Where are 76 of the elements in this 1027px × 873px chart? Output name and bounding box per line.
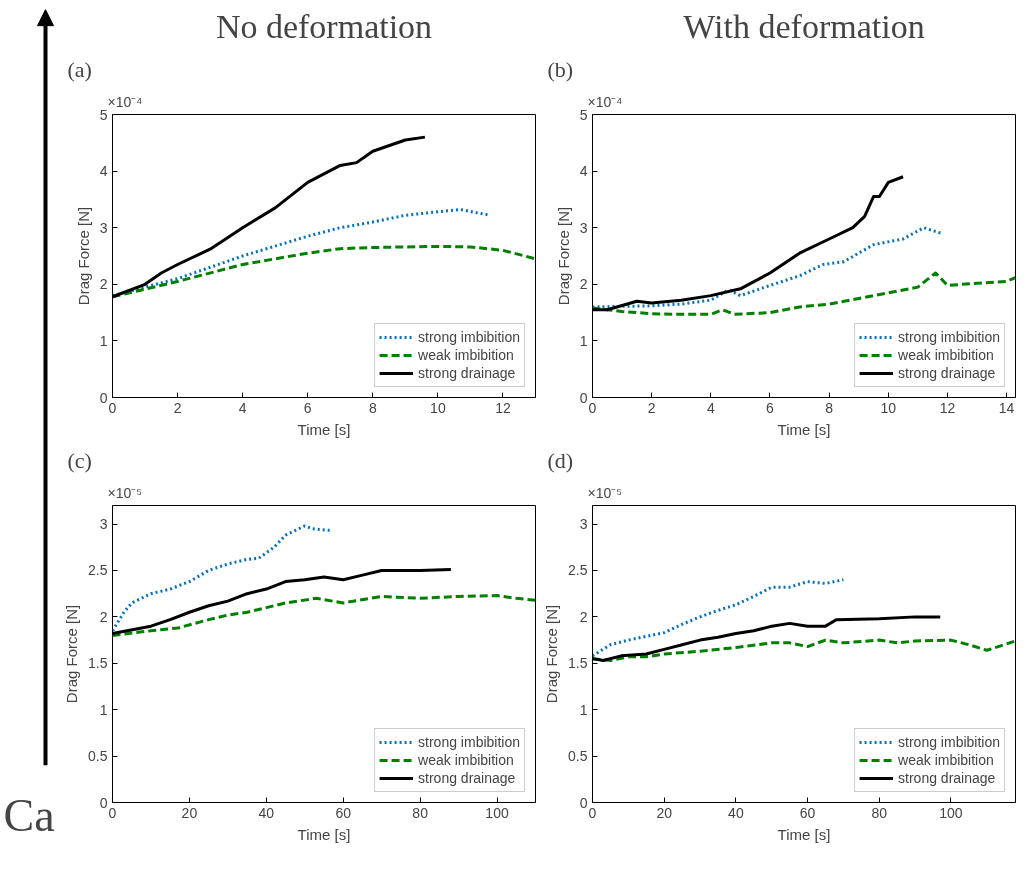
x-tick-label: 80 <box>871 804 888 821</box>
y-axis-title: Drag Force [N] <box>63 604 81 704</box>
x-axis-title: Time [s] <box>297 825 351 843</box>
y-tick-label: 5 <box>579 106 588 123</box>
text: Ca <box>3 789 55 841</box>
text: (a) <box>67 56 92 82</box>
x-tick-label: 40 <box>728 804 744 821</box>
text: (c) <box>67 447 92 473</box>
chart-title: No deformation <box>215 7 433 45</box>
x-tick-label: 2 <box>173 399 182 416</box>
text: ×10⁻⁵ <box>107 484 143 501</box>
y-tick-label: 1 <box>99 701 108 718</box>
y-tick-label: 3 <box>99 516 108 533</box>
y-tick-label: 0.5 <box>568 748 588 765</box>
legend-label: weak imbibition <box>898 751 994 769</box>
x-tick-label: 60 <box>799 804 816 821</box>
x-axis-title: Time [s] <box>777 420 831 438</box>
x-tick-label: 14 <box>998 399 1015 416</box>
legend-label: strong drainage <box>418 769 516 787</box>
y-tick-label: 2 <box>99 608 108 625</box>
legend-label: strong imbibition <box>418 733 520 751</box>
legend-label: strong imbibition <box>898 733 1000 751</box>
y-axis-title: Drag Force [N] <box>74 206 92 306</box>
y-axis-title: Drag Force [N] <box>554 206 572 306</box>
y-tick-label: 1 <box>579 701 588 718</box>
x-axis-title: Time [s] <box>297 420 351 438</box>
chart-title: With deformation <box>683 7 925 45</box>
y-axis-title: Drag Force [N] <box>543 604 561 704</box>
x-tick-label: 10 <box>430 399 446 416</box>
x-tick-label: 8 <box>825 399 834 416</box>
y-tick-label: 1.5 <box>88 655 108 672</box>
x-tick-label: 8 <box>368 399 377 416</box>
x-tick-label: 6 <box>766 399 775 416</box>
y-tick-label: 1 <box>579 332 588 349</box>
x-tick-label: 60 <box>335 804 352 821</box>
text: ×10⁻⁵ <box>587 484 623 501</box>
legend-label: weak imbibition <box>418 751 514 769</box>
y-tick-label: 3 <box>99 219 108 236</box>
x-tick-label: 10 <box>880 399 897 416</box>
y-tick-label: 2.5 <box>88 562 108 579</box>
y-tick-label: 0.5 <box>88 748 108 765</box>
y-tick-label: 2 <box>579 276 588 293</box>
legend-label: weak imbibition <box>418 346 514 364</box>
y-tick-label: 1.5 <box>568 655 588 672</box>
y-tick-label: 4 <box>99 163 108 180</box>
text: (d) <box>547 447 574 473</box>
x-tick-label: 4 <box>706 399 715 416</box>
legend-label: strong imbibition <box>898 328 1000 346</box>
text: ×10⁻⁴ <box>107 93 143 110</box>
x-tick-label: 20 <box>656 804 673 821</box>
y-tick-label: 2 <box>579 608 588 625</box>
x-tick-label: 100 <box>485 804 509 821</box>
x-tick-label: 6 <box>303 399 312 416</box>
x-axis-title: Time [s] <box>777 825 831 843</box>
x-tick-label: 40 <box>258 804 275 821</box>
legend-label: strong imbibition <box>418 328 520 346</box>
x-tick-label: 100 <box>939 804 963 821</box>
x-tick-label: 12 <box>939 399 956 416</box>
x-tick-label: 12 <box>495 399 511 416</box>
x-tick-label: 20 <box>181 804 198 821</box>
y-tick-label: 4 <box>579 163 588 180</box>
x-tick-label: 4 <box>238 399 247 416</box>
x-tick-label: 2 <box>647 399 656 416</box>
text: (b) <box>547 56 574 82</box>
text: ×10⁻⁴ <box>587 93 623 110</box>
y-tick-label: 1 <box>99 332 108 349</box>
x-tick-label: 80 <box>412 804 429 821</box>
y-tick-label: 5 <box>99 106 108 123</box>
y-tick-label: 2 <box>99 276 108 293</box>
legend-label: weak imbibition <box>898 346 994 364</box>
y-tick-label: 3 <box>579 219 588 236</box>
legend-label: strong drainage <box>898 769 996 787</box>
y-tick-label: 3 <box>579 516 588 533</box>
y-tick-label: 2.5 <box>568 562 588 579</box>
legend-label: strong drainage <box>898 364 996 382</box>
legend-label: strong drainage <box>418 364 516 382</box>
